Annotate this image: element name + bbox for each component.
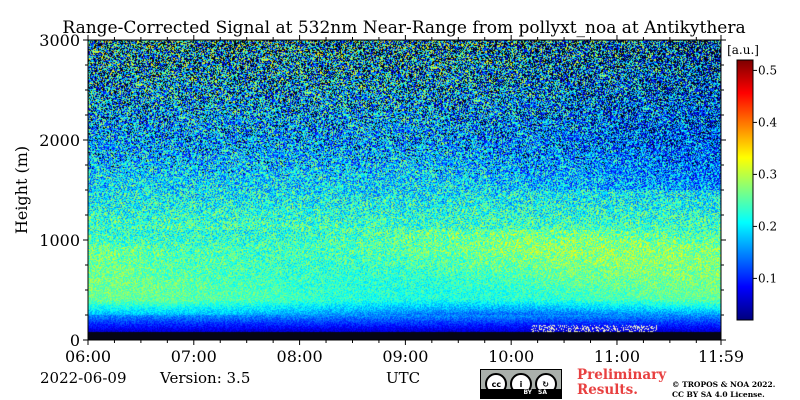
y-axis-label: Height (m) <box>12 146 31 234</box>
heatmap-canvas <box>88 40 721 340</box>
colorbar-tick-label: 0.1 <box>758 271 777 285</box>
y-tick-label: 3000 <box>39 31 80 50</box>
y-tick-label: 0 <box>70 331 80 350</box>
x-tick-label: 09:00 <box>382 347 428 366</box>
x-tick-label: 06:00 <box>65 347 111 366</box>
version-label: Version: 3.5 <box>160 369 251 387</box>
date-label: 2022-06-09 <box>40 369 127 387</box>
x-tick-label: 11:00 <box>594 347 640 366</box>
colorbar-tick-label: 0.2 <box>758 219 777 233</box>
colorbar-tick-label: 0.3 <box>758 167 777 181</box>
colorbar-canvas <box>737 60 753 320</box>
copyright-line1: © TROPOS & NOA 2022. <box>672 380 776 389</box>
preliminary-line1: Preliminary <box>577 367 667 383</box>
x-tick-label: 11:59 <box>698 347 744 366</box>
preliminary-results-note: Preliminary Results. <box>577 368 666 398</box>
copyright-line2: CC BY SA 4.0 License. <box>672 389 765 399</box>
heatmap-frame <box>88 40 721 340</box>
colorbar-border <box>736 59 754 321</box>
colorbar-tick-label: 0.4 <box>758 115 777 129</box>
x-axis-label: UTC <box>386 369 421 387</box>
x-tick-label: 08:00 <box>277 347 323 366</box>
chart-title: Range-Corrected Signal at 532nm Near-Ran… <box>62 18 745 38</box>
x-tick-label: 10:00 <box>488 347 534 366</box>
x-tick-label: 07:00 <box>171 347 217 366</box>
y-tick-label: 2000 <box>39 131 80 150</box>
colorbar-frame <box>737 60 753 320</box>
copyright-note: © TROPOS & NOA 2022. CC BY SA 4.0 Licens… <box>672 380 775 399</box>
y-tick-label: 1000 <box>39 231 80 250</box>
colorbar-tick-label: 0.5 <box>758 63 777 77</box>
colorbar-label: [a.u.] <box>727 43 759 57</box>
cc-by-sa-icon: cc i ↻ BY SA <box>480 369 562 399</box>
preliminary-line2: Results. <box>577 382 638 398</box>
